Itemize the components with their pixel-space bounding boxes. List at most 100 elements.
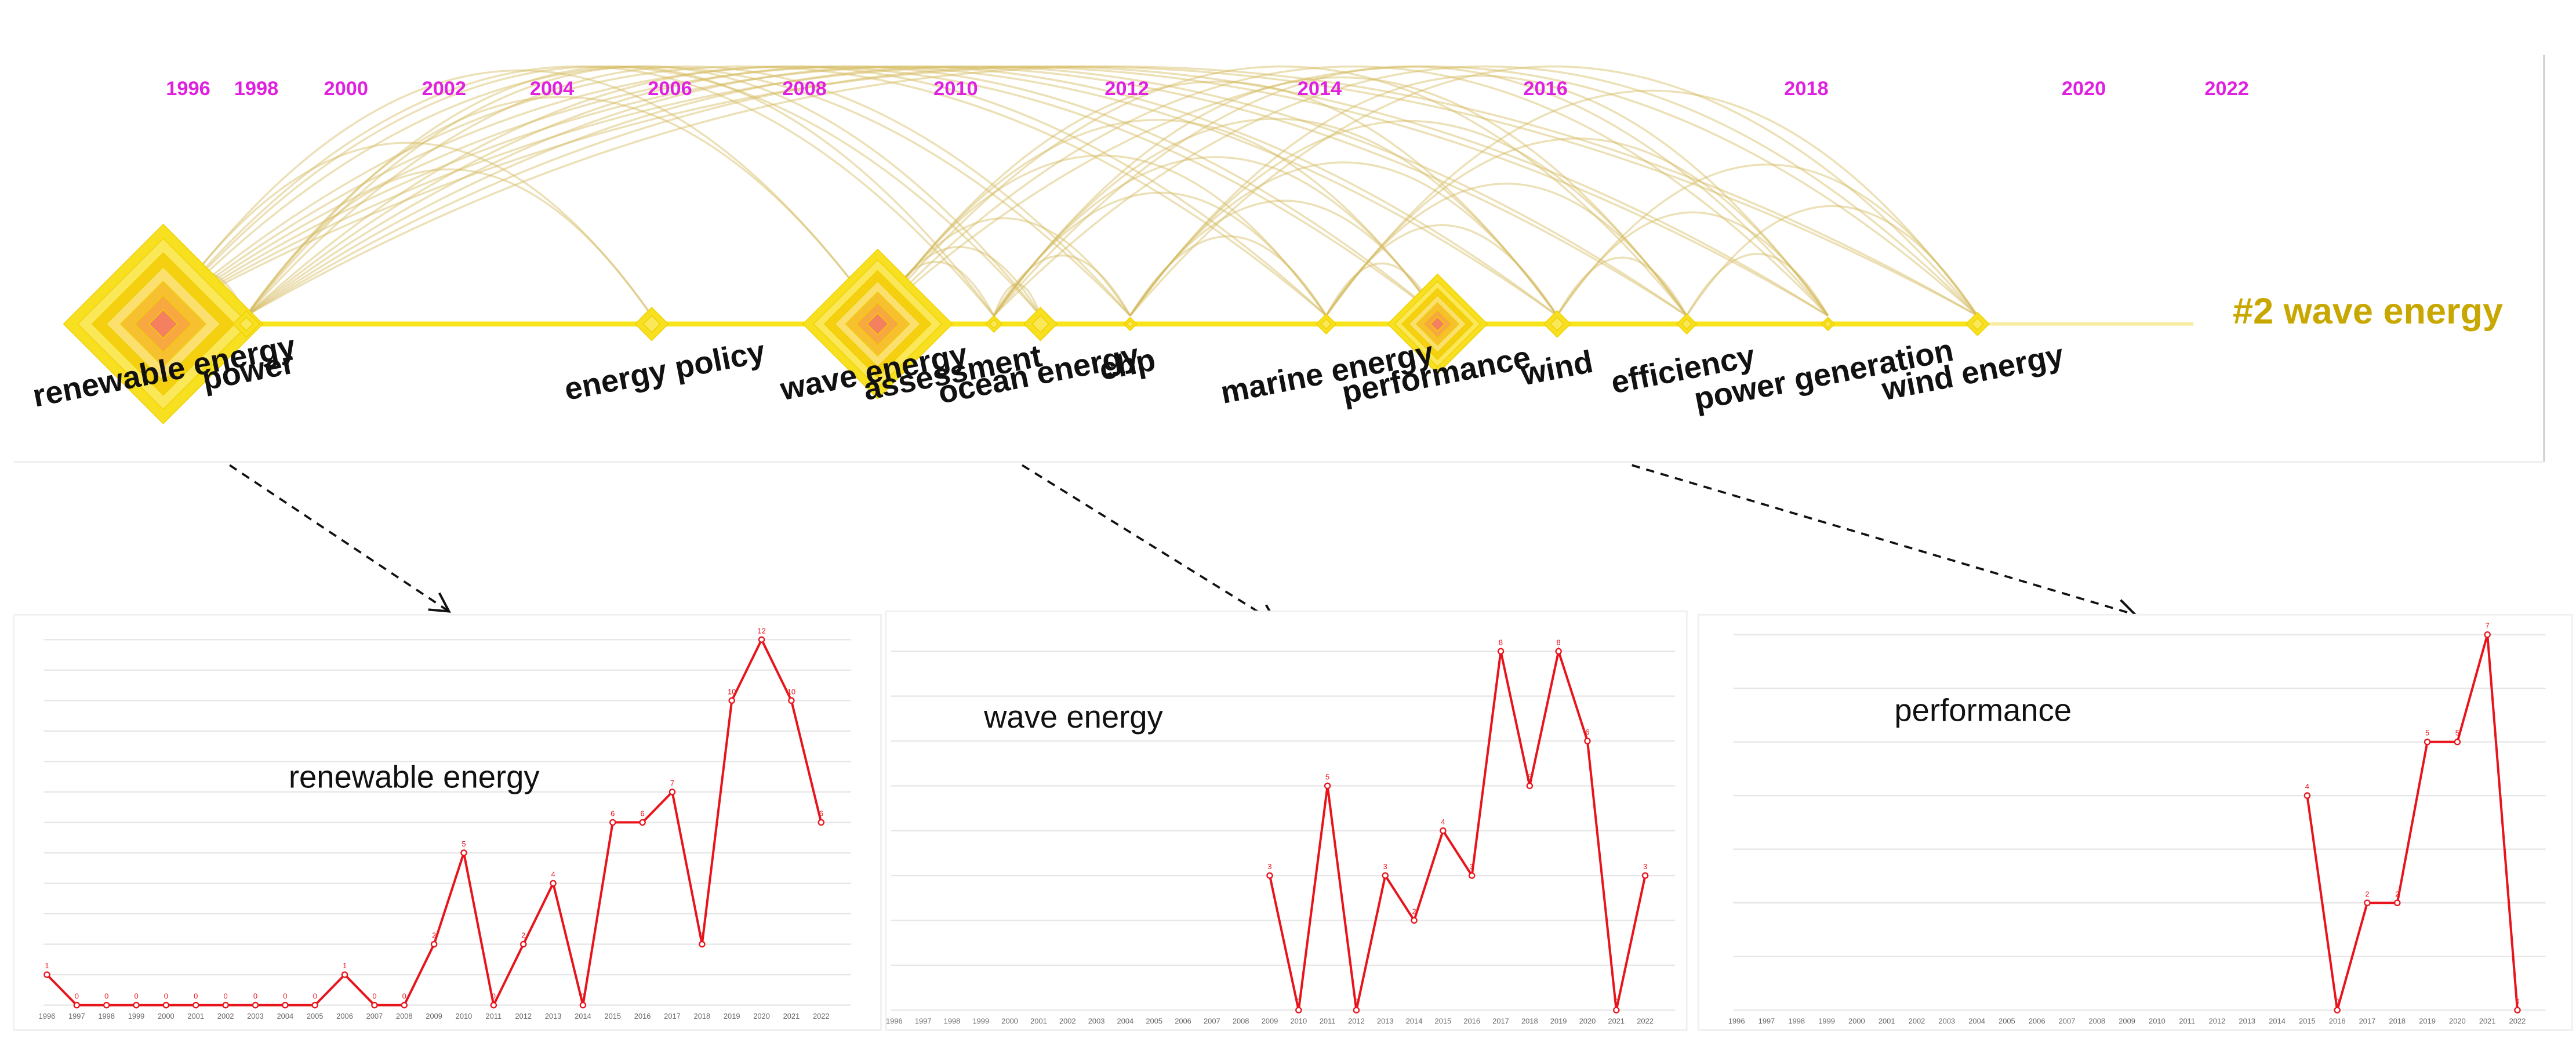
point	[430, 940, 438, 948]
point	[252, 1001, 259, 1009]
year-label: 2006	[648, 78, 692, 100]
year-label: 2002	[422, 78, 466, 100]
x-tick-label: 2012	[1348, 1017, 1365, 1026]
data-label: 0	[313, 992, 317, 1001]
arc	[1685, 205, 1979, 317]
x-tick-label: 2005	[307, 1012, 324, 1020]
arc	[877, 81, 1558, 317]
arc	[877, 66, 1829, 317]
x-tick-label: 2013	[1377, 1017, 1394, 1026]
x-tick-label: 2003	[1938, 1017, 1955, 1026]
arc	[1129, 119, 1688, 317]
x-tick-label: 2020	[1579, 1017, 1596, 1026]
cluster-label: #2 wave energy	[2233, 291, 2503, 332]
arc	[993, 283, 1042, 317]
arc	[1325, 137, 1829, 317]
x-tick-label: 2016	[2329, 1017, 2346, 1026]
x-tick-label: 2001	[1879, 1017, 1895, 1026]
data-label: 0	[1354, 997, 1358, 1005]
year-label: 2012	[1104, 78, 1149, 100]
arc	[1556, 164, 1979, 317]
node	[1126, 320, 1135, 328]
chart-title: wave energy	[983, 699, 1163, 735]
x-tick-label: 2003	[1088, 1017, 1105, 1026]
arc	[245, 65, 1978, 317]
data-label: 0	[492, 992, 496, 1001]
data-label: 2	[700, 931, 704, 940]
data-label: 7	[670, 779, 674, 787]
node	[1320, 318, 1332, 330]
x-tick-label: 1996	[1728, 1017, 1745, 1026]
data-label: 0	[402, 992, 406, 1001]
data-label: 8	[1557, 638, 1561, 646]
data-label: 5	[1325, 772, 1329, 781]
x-tick-label: 2009	[426, 1012, 442, 1020]
line	[2306, 634, 2519, 1011]
x-tick-label: 2014	[1406, 1017, 1423, 1026]
data-label: 2	[2365, 889, 2369, 898]
keyword-label: wind	[1518, 344, 1596, 393]
x-tick-label: 1998	[98, 1012, 115, 1020]
point	[341, 971, 348, 978]
x-tick-label: 2000	[1001, 1017, 1018, 1026]
point	[758, 636, 765, 643]
arc	[993, 118, 1558, 317]
arc	[877, 154, 1327, 317]
x-tick-label: 2011	[2179, 1017, 2195, 1026]
data-label: 5	[2425, 729, 2429, 737]
arc	[877, 217, 1131, 317]
data-label: 0	[194, 992, 198, 1001]
data-label: 6	[1585, 728, 1589, 736]
arc	[245, 65, 1131, 317]
data-label: 2	[1412, 907, 1416, 916]
x-tick-label: 2007	[366, 1012, 383, 1020]
x-tick-label: 2008	[396, 1012, 413, 1020]
arc	[162, 70, 879, 317]
data-label: 6	[819, 809, 823, 818]
point	[788, 697, 795, 704]
x-tick-label: 2018	[694, 1012, 711, 1020]
arc	[993, 66, 1829, 317]
node	[1681, 318, 1692, 330]
node	[642, 315, 661, 333]
x-tick-label: 2011	[1320, 1017, 1336, 1026]
x-tick-label: 2022	[813, 1012, 830, 1020]
point	[2303, 792, 2311, 799]
data-label: 12	[757, 626, 765, 635]
data-label: 8	[1499, 638, 1503, 646]
arc	[245, 66, 1327, 317]
x-tick-label: 2014	[2269, 1017, 2286, 1026]
arc	[162, 141, 653, 317]
year-label: 2020	[2062, 78, 2106, 100]
x-tick-label: 2015	[604, 1012, 621, 1020]
x-tick-label: 2013	[545, 1012, 562, 1020]
x-tick-label: 1999	[1818, 1017, 1835, 1026]
x-tick-label: 2001	[187, 1012, 204, 1020]
arc	[993, 66, 1978, 317]
x-tick-label: 2015	[1435, 1017, 1452, 1026]
x-tick-label: 2010	[2149, 1017, 2166, 1026]
x-tick-label: 2017	[1492, 1017, 1509, 1026]
point	[2334, 1007, 2341, 1013]
data-label: 0	[2335, 997, 2339, 1005]
x-tick-label: 2003	[247, 1012, 264, 1020]
x-tick-label: 2012	[515, 1012, 532, 1020]
x-tick-label: 2018	[2389, 1017, 2406, 1026]
data-label: 2	[521, 931, 525, 940]
chart-title: renewable energy	[289, 759, 540, 794]
arc	[1325, 224, 1558, 317]
arc	[877, 66, 1978, 317]
x-tick-label: 2008	[1233, 1017, 1249, 1026]
arc	[245, 65, 1829, 317]
arrow	[1632, 464, 2138, 620]
point	[460, 849, 467, 856]
point	[579, 1001, 587, 1009]
x-tick-label: 2002	[1059, 1017, 1076, 1026]
data-label: 0	[581, 992, 585, 1001]
point	[1641, 872, 1649, 879]
data-label: 0	[104, 992, 108, 1001]
point	[519, 940, 527, 948]
arc	[1129, 199, 1438, 317]
data-label: 0	[1296, 997, 1300, 1005]
arc	[245, 65, 995, 317]
